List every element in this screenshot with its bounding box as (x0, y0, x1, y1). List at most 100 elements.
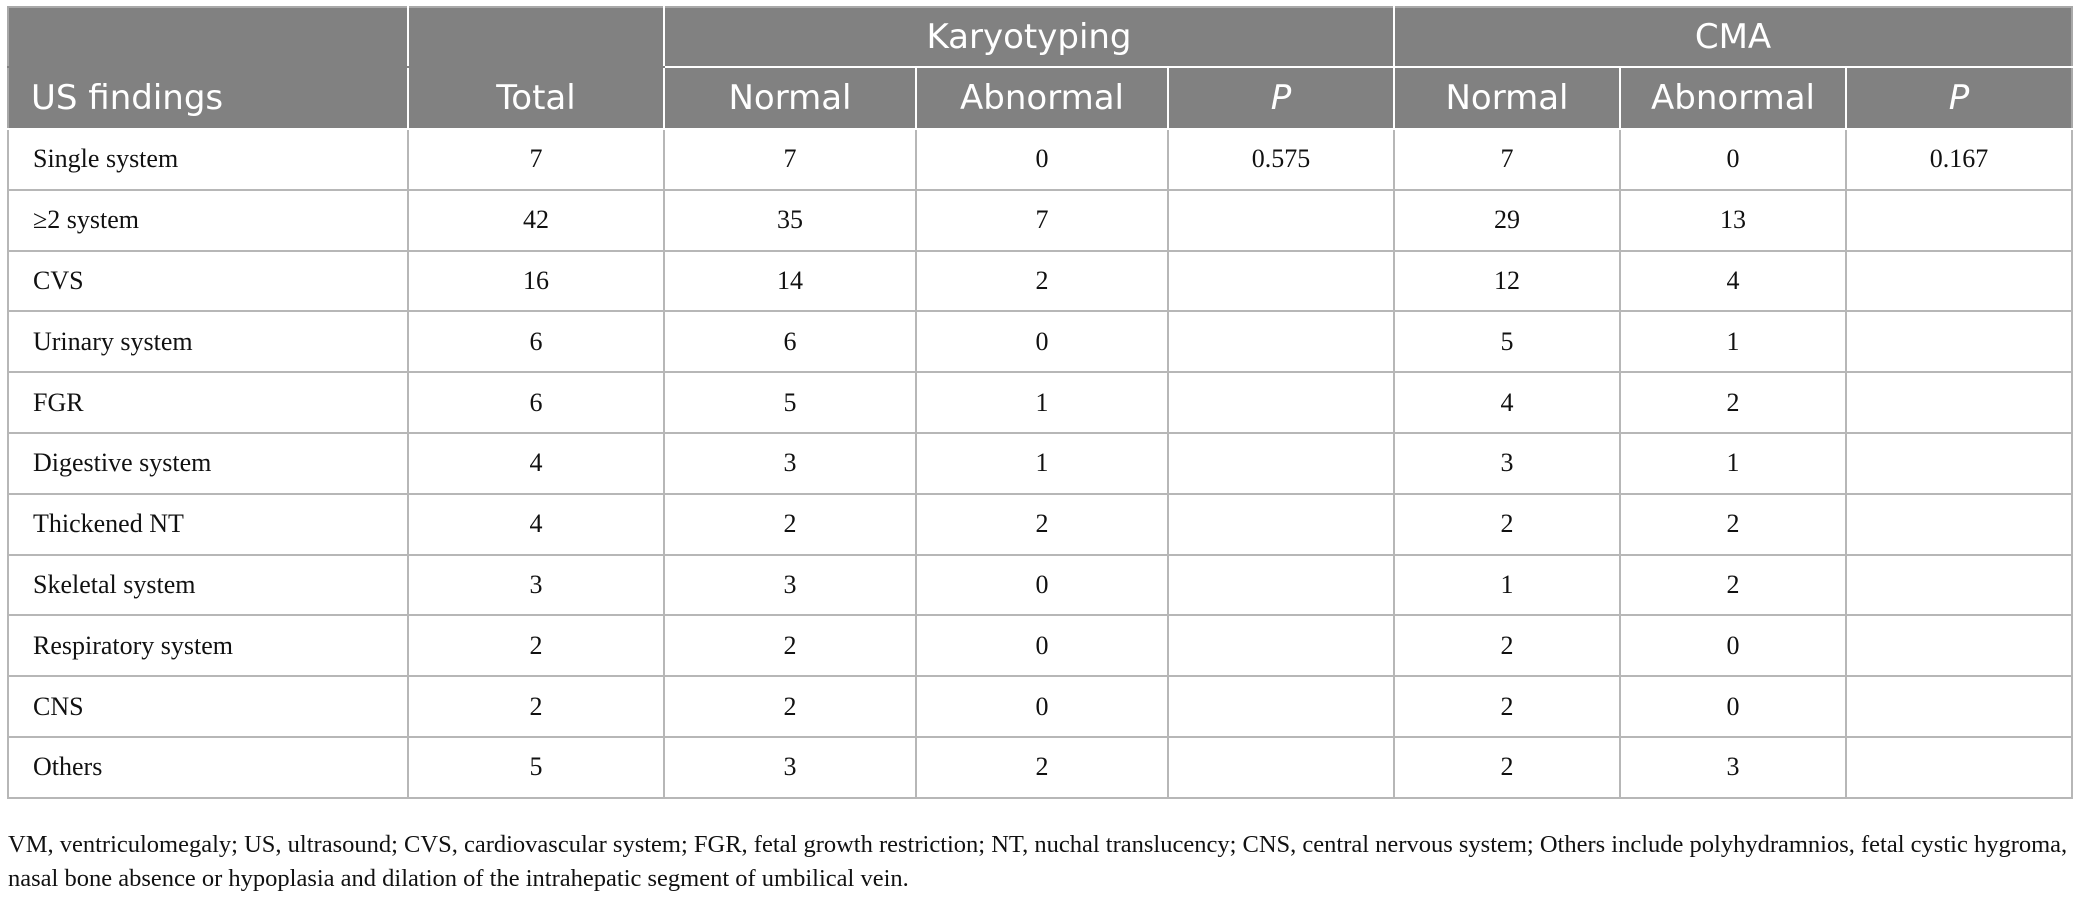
header-karyotyping-abnormal: Abnormal (915, 66, 1169, 130)
finding-cell: Skeletal system (7, 553, 409, 617)
total-cell: 4 (407, 431, 665, 495)
karyotyping-p-cell (1167, 492, 1395, 556)
karyotyping-abnormal-cell: 0 (915, 128, 1169, 191)
karyotyping-p-cell (1167, 614, 1395, 678)
cma-p-cell (1844, 675, 2074, 738)
total-cell: 7 (407, 128, 665, 191)
cma-abnormal-cell: 1 (1619, 310, 1847, 374)
cma-abnormal-cell: 0 (1619, 675, 1847, 738)
karyotyping-p-cell (1167, 188, 1395, 252)
cma-p-cell (1844, 371, 2074, 434)
header-blank-cell (7, 6, 409, 68)
finding-cell: Thickened NT (7, 492, 409, 556)
karyotyping-abnormal-cell: 0 (915, 310, 1169, 374)
karyotyping-normal-cell: 35 (663, 188, 917, 252)
karyotyping-normal-cell: 6 (663, 310, 917, 374)
cma-normal-cell: 3 (1393, 431, 1621, 495)
total-cell: 2 (407, 614, 665, 678)
total-cell: 5 (407, 735, 665, 799)
table-footnote: VM, ventriculomegaly; US, ultrasound; CV… (8, 831, 2068, 892)
karyotyping-abnormal-cell: 7 (915, 188, 1169, 252)
karyotyping-abnormal-cell: 1 (915, 371, 1169, 434)
karyotyping-normal-cell: 2 (663, 492, 917, 556)
cma-p-cell (1844, 188, 2074, 252)
cma-abnormal-cell: 13 (1619, 188, 1847, 252)
cma-normal-cell: 2 (1393, 735, 1621, 799)
table-row: FGR 6 5 1 4 2 (7, 371, 2074, 434)
cma-abnormal-cell: 2 (1619, 492, 1847, 556)
finding-cell: CVS (7, 249, 409, 313)
table-header: Karyotyping CMA US findings Total Normal… (7, 6, 2074, 130)
table-row: Single system 7 7 0 0.575 7 0 0.167 (7, 128, 2074, 191)
header-cma-p: P (1844, 66, 2074, 130)
results-table: Karyotyping CMA US findings Total Normal… (7, 6, 2074, 799)
header-karyotyping-normal: Normal (663, 66, 917, 130)
total-cell: 2 (407, 675, 665, 738)
cma-abnormal-cell: 1 (1619, 431, 1847, 495)
table-row: Respiratory system 2 2 0 2 0 (7, 614, 2074, 678)
header-karyotyping-p: P (1167, 66, 1395, 130)
finding-cell: Others (7, 735, 409, 799)
karyotyping-p-cell (1167, 310, 1395, 374)
cma-abnormal-cell: 2 (1619, 553, 1847, 617)
karyotyping-abnormal-cell: 2 (915, 249, 1169, 313)
header-blank-cell (407, 6, 665, 68)
cma-abnormal-cell: 2 (1619, 371, 1847, 434)
total-cell: 42 (407, 188, 665, 252)
total-cell: 6 (407, 310, 665, 374)
table-row: CVS 16 14 2 12 4 (7, 249, 2074, 313)
table-row: Others 5 3 2 2 3 (7, 735, 2074, 799)
karyotyping-normal-cell: 3 (663, 431, 917, 495)
table-row: Digestive system 4 3 1 3 1 (7, 431, 2074, 495)
finding-cell: Single system (7, 128, 409, 191)
header-total: Total (407, 66, 665, 130)
karyotyping-abnormal-cell: 0 (915, 553, 1169, 617)
finding-cell: FGR (7, 371, 409, 434)
cma-p-cell (1844, 492, 2074, 556)
karyotyping-normal-cell: 7 (663, 128, 917, 191)
karyotyping-abnormal-cell: 0 (915, 614, 1169, 678)
header-column-row: US findings Total Normal Abnormal P Norm… (7, 66, 2074, 130)
cma-p-cell (1844, 310, 2074, 374)
karyotyping-normal-cell: 3 (663, 735, 917, 799)
karyotyping-normal-cell: 2 (663, 675, 917, 738)
karyotyping-p-cell (1167, 371, 1395, 434)
cma-normal-cell: 7 (1393, 128, 1621, 191)
table-row: ≥2 system 42 35 7 29 13 (7, 188, 2074, 252)
cma-normal-cell: 12 (1393, 249, 1621, 313)
table-row: CNS 2 2 0 2 0 (7, 675, 2074, 738)
cma-p-cell: 0.167 (1844, 128, 2074, 191)
karyotyping-p-cell: 0.575 (1167, 128, 1395, 191)
cma-abnormal-cell: 3 (1619, 735, 1847, 799)
cma-p-cell (1844, 735, 2074, 799)
table-row: Urinary system 6 6 0 5 1 (7, 310, 2074, 374)
results-table-container: Karyotyping CMA US findings Total Normal… (7, 6, 2074, 799)
finding-cell: CNS (7, 675, 409, 738)
karyotyping-abnormal-cell: 2 (915, 492, 1169, 556)
header-group-row: Karyotyping CMA (7, 6, 2074, 68)
cma-normal-cell: 4 (1393, 371, 1621, 434)
total-cell: 3 (407, 553, 665, 617)
total-cell: 6 (407, 371, 665, 434)
header-us-findings: US findings (7, 66, 409, 130)
cma-abnormal-cell: 0 (1619, 614, 1847, 678)
header-group-karyotyping: Karyotyping (663, 6, 1395, 68)
karyotyping-abnormal-cell: 0 (915, 675, 1169, 738)
cma-p-cell (1844, 614, 2074, 678)
header-group-cma: CMA (1392, 6, 2074, 68)
karyotyping-abnormal-cell: 1 (915, 431, 1169, 495)
cma-abnormal-cell: 0 (1619, 128, 1847, 191)
table-row: Thickened NT 4 2 2 2 2 (7, 492, 2074, 556)
cma-normal-cell: 2 (1393, 675, 1621, 738)
finding-cell: Respiratory system (7, 614, 409, 678)
table-row: Skeletal system 3 3 0 1 2 (7, 553, 2074, 617)
finding-cell: Digestive system (7, 431, 409, 495)
total-cell: 16 (407, 249, 665, 313)
cma-normal-cell: 1 (1393, 553, 1621, 617)
total-cell: 4 (407, 492, 665, 556)
karyotyping-p-cell (1167, 675, 1395, 738)
cma-normal-cell: 2 (1393, 492, 1621, 556)
karyotyping-p-cell (1167, 431, 1395, 495)
karyotyping-p-cell (1167, 553, 1395, 617)
karyotyping-abnormal-cell: 2 (915, 735, 1169, 799)
